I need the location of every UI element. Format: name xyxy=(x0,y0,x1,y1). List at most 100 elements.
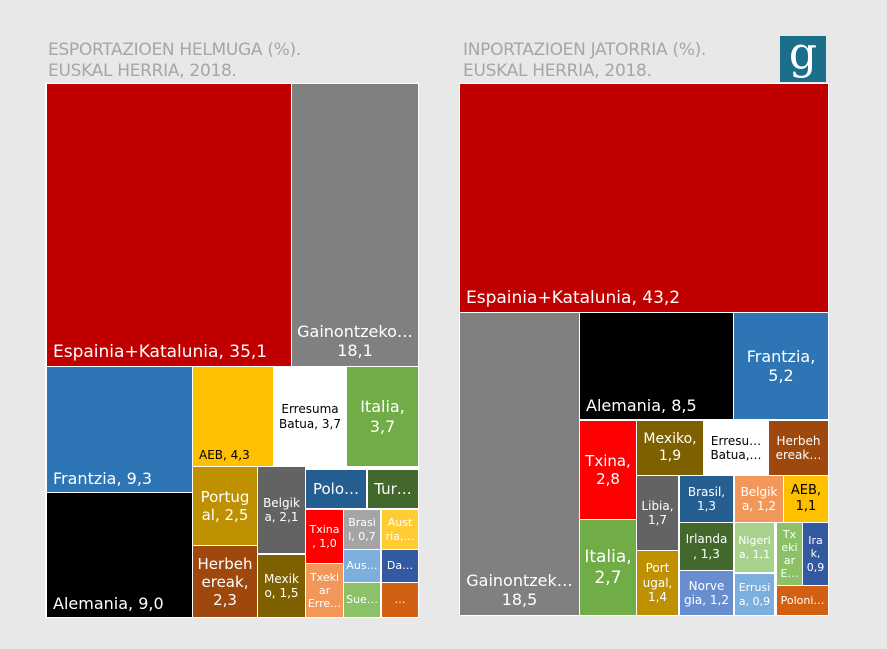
tile-label: Txina xyxy=(309,523,340,537)
tile-label: Belgik xyxy=(263,495,300,510)
tile-label: ereak… xyxy=(775,448,822,462)
tile-label: Brasil, xyxy=(687,484,726,499)
import-tile-alemania: Alemania, 8,5 xyxy=(580,313,733,419)
export-tile-portug: Portug al, 2,5 xyxy=(193,467,257,545)
import-tile-libia: Libia, 1,7 xyxy=(637,476,678,550)
export-tile-aus: Aus… xyxy=(344,550,380,582)
tile-label: al, 2,5 xyxy=(201,506,249,524)
export-tile-italia: Italia, 3,7 xyxy=(347,367,418,466)
tile-label: gia, 1,2 xyxy=(683,593,730,607)
tile-label: Alemania, 8,5 xyxy=(586,395,697,415)
tile-label: a, 1,2 xyxy=(741,499,777,513)
tile-label: Gainontzeko… xyxy=(297,321,413,341)
tile-label: Batua,… xyxy=(710,448,762,462)
export-tile-da: Da… xyxy=(382,550,418,582)
tile-label: Frantzia, xyxy=(746,346,816,366)
export-title: ESPORTAZIOEN HELMUGA (%). EUSKAL HERRIA,… xyxy=(48,40,301,82)
tile-label: Tur… xyxy=(374,480,412,498)
tile-label: k, xyxy=(810,547,821,561)
export-tile-aust: Aust ria,… xyxy=(382,510,418,549)
tile-label: ereak, xyxy=(201,572,249,591)
export-tile-alemania: Alemania, 9,0 xyxy=(47,493,192,617)
tile-label: Mexik xyxy=(264,571,299,586)
tile-label: Libia, xyxy=(641,498,674,513)
export-tile-frantzia: Frantzia, 9,3 xyxy=(47,367,192,492)
tile-label: 1,9 xyxy=(658,448,682,464)
tile-label: a, 2,1 xyxy=(264,510,299,524)
export-tile-aeb: AEB, 4,3 xyxy=(193,367,273,466)
tile-label: Sue… xyxy=(346,593,378,607)
tile-label: , 1,3 xyxy=(693,546,720,561)
tile-label: Frantzia, 9,3 xyxy=(53,468,153,488)
tile-label: Alemania, 9,0 xyxy=(53,593,164,613)
tile-label: o, 1,5 xyxy=(264,586,299,600)
tile-label: 5,2 xyxy=(768,366,794,385)
tile-label: Ira xyxy=(808,534,823,548)
tile-label: Espainia+Katalunia, 35,1 xyxy=(53,341,268,362)
tile-label: 0,9 xyxy=(806,560,825,574)
tile-label: Belgik xyxy=(740,484,778,499)
tile-label: Mexiko, xyxy=(643,431,697,448)
tile-label: Aus… xyxy=(346,559,378,573)
tile-label: Erre… xyxy=(307,597,342,611)
import-tile-txina: Txina, 2,8 xyxy=(580,421,636,519)
tile-label: ar xyxy=(318,583,331,597)
tile-label: l, 0,7 xyxy=(348,529,376,543)
tile-label: E… xyxy=(780,567,799,581)
tile-label: Portug xyxy=(200,488,250,506)
tile-label: Erresuma xyxy=(281,402,339,417)
tile-label: ar xyxy=(783,554,796,567)
import-tile-brasil: Brasil, 1,3 xyxy=(680,476,733,522)
tile-label: Batua, 3,7 xyxy=(279,416,341,431)
import-tile-port: Port ugal, 1,4 xyxy=(637,551,678,615)
import-tile-frantzia: Frantzia, 5,2 xyxy=(734,313,828,419)
import-tile-espainiakatalunia: Espainia+Katalunia, 43,2 xyxy=(460,84,828,312)
tile-label: Herbeh xyxy=(776,433,821,448)
import-tile-ira: Ira k, 0,9 xyxy=(803,523,828,585)
export-tile-erresuma: Erresuma Batua, 3,7 xyxy=(274,367,346,466)
tile-label: Txina, xyxy=(585,452,631,470)
tile-label: 1,7 xyxy=(647,513,668,527)
import-tile-italia: Italia, 2,7 xyxy=(580,520,636,615)
tile-label: AEB, xyxy=(790,483,822,499)
export-tile-: … xyxy=(382,583,418,617)
tile-label: 1,3 xyxy=(696,499,717,513)
import-tile-errusi: Errusi a, 0,9 xyxy=(735,574,774,615)
export-title-line1: ESPORTAZIOEN HELMUGA (%). xyxy=(48,40,301,60)
export-tile-tur: Tur… xyxy=(368,470,418,508)
tile-label: Italia, xyxy=(584,547,632,568)
import-title: INPORTAZIOEN JATORRIA (%). EUSKAL HERRIA… xyxy=(463,40,706,82)
tile-label: AEB, 4,3 xyxy=(199,447,250,462)
tile-label: a, 1,1 xyxy=(738,547,771,561)
export-tile-polo: Polo… xyxy=(306,470,366,508)
tile-label: 1,1 xyxy=(795,499,817,514)
tile-label: Irlanda xyxy=(685,532,728,547)
tile-label: 3,7 xyxy=(369,416,396,436)
import-tile-erresu: Erresu… Batua,… xyxy=(704,421,768,475)
import-tile-belgik: Belgik a, 1,2 xyxy=(735,476,783,522)
tile-label: Poloni… xyxy=(780,593,825,607)
import-tile-nigeri: Nigeri a, 1,1 xyxy=(735,523,774,572)
tile-label: Port xyxy=(645,561,670,576)
export-tile-espainiakatalunia: Espainia+Katalunia, 35,1 xyxy=(47,84,291,366)
tile-label: a, 0,9 xyxy=(738,594,771,608)
tile-label: 18,5 xyxy=(501,589,538,609)
export-tile-brasi: Brasi l, 0,7 xyxy=(344,510,380,549)
export-tile-txeki: Txeki ar Erre… xyxy=(306,564,343,617)
import-tile-tx: Tx eki ar E… xyxy=(777,523,802,585)
export-tile-txina: Txina, 1,0 xyxy=(306,510,343,563)
export-tile-gainontzeko: Gainontzeko… 18,1 xyxy=(292,84,418,366)
tile-label: Nigeri xyxy=(738,534,771,548)
import-tile-mexiko: Mexiko, 1,9 xyxy=(637,421,703,475)
tile-label: Tx xyxy=(782,527,797,541)
tile-label: Erresu… xyxy=(710,433,762,448)
import-tile-gainontzek: Gainontzek… 18,5 xyxy=(460,313,579,615)
tile-label: Espainia+Katalunia, 43,2 xyxy=(466,287,681,308)
tile-label: Italia, xyxy=(360,397,405,417)
tile-label: 2,3 xyxy=(213,590,237,609)
import-tile-poloni: Poloni… xyxy=(777,586,828,615)
logo-icon: g xyxy=(780,32,826,82)
tile-label: Txeki xyxy=(309,570,340,584)
tile-label: Aust xyxy=(387,516,413,530)
tile-label: 18,1 xyxy=(337,340,373,360)
